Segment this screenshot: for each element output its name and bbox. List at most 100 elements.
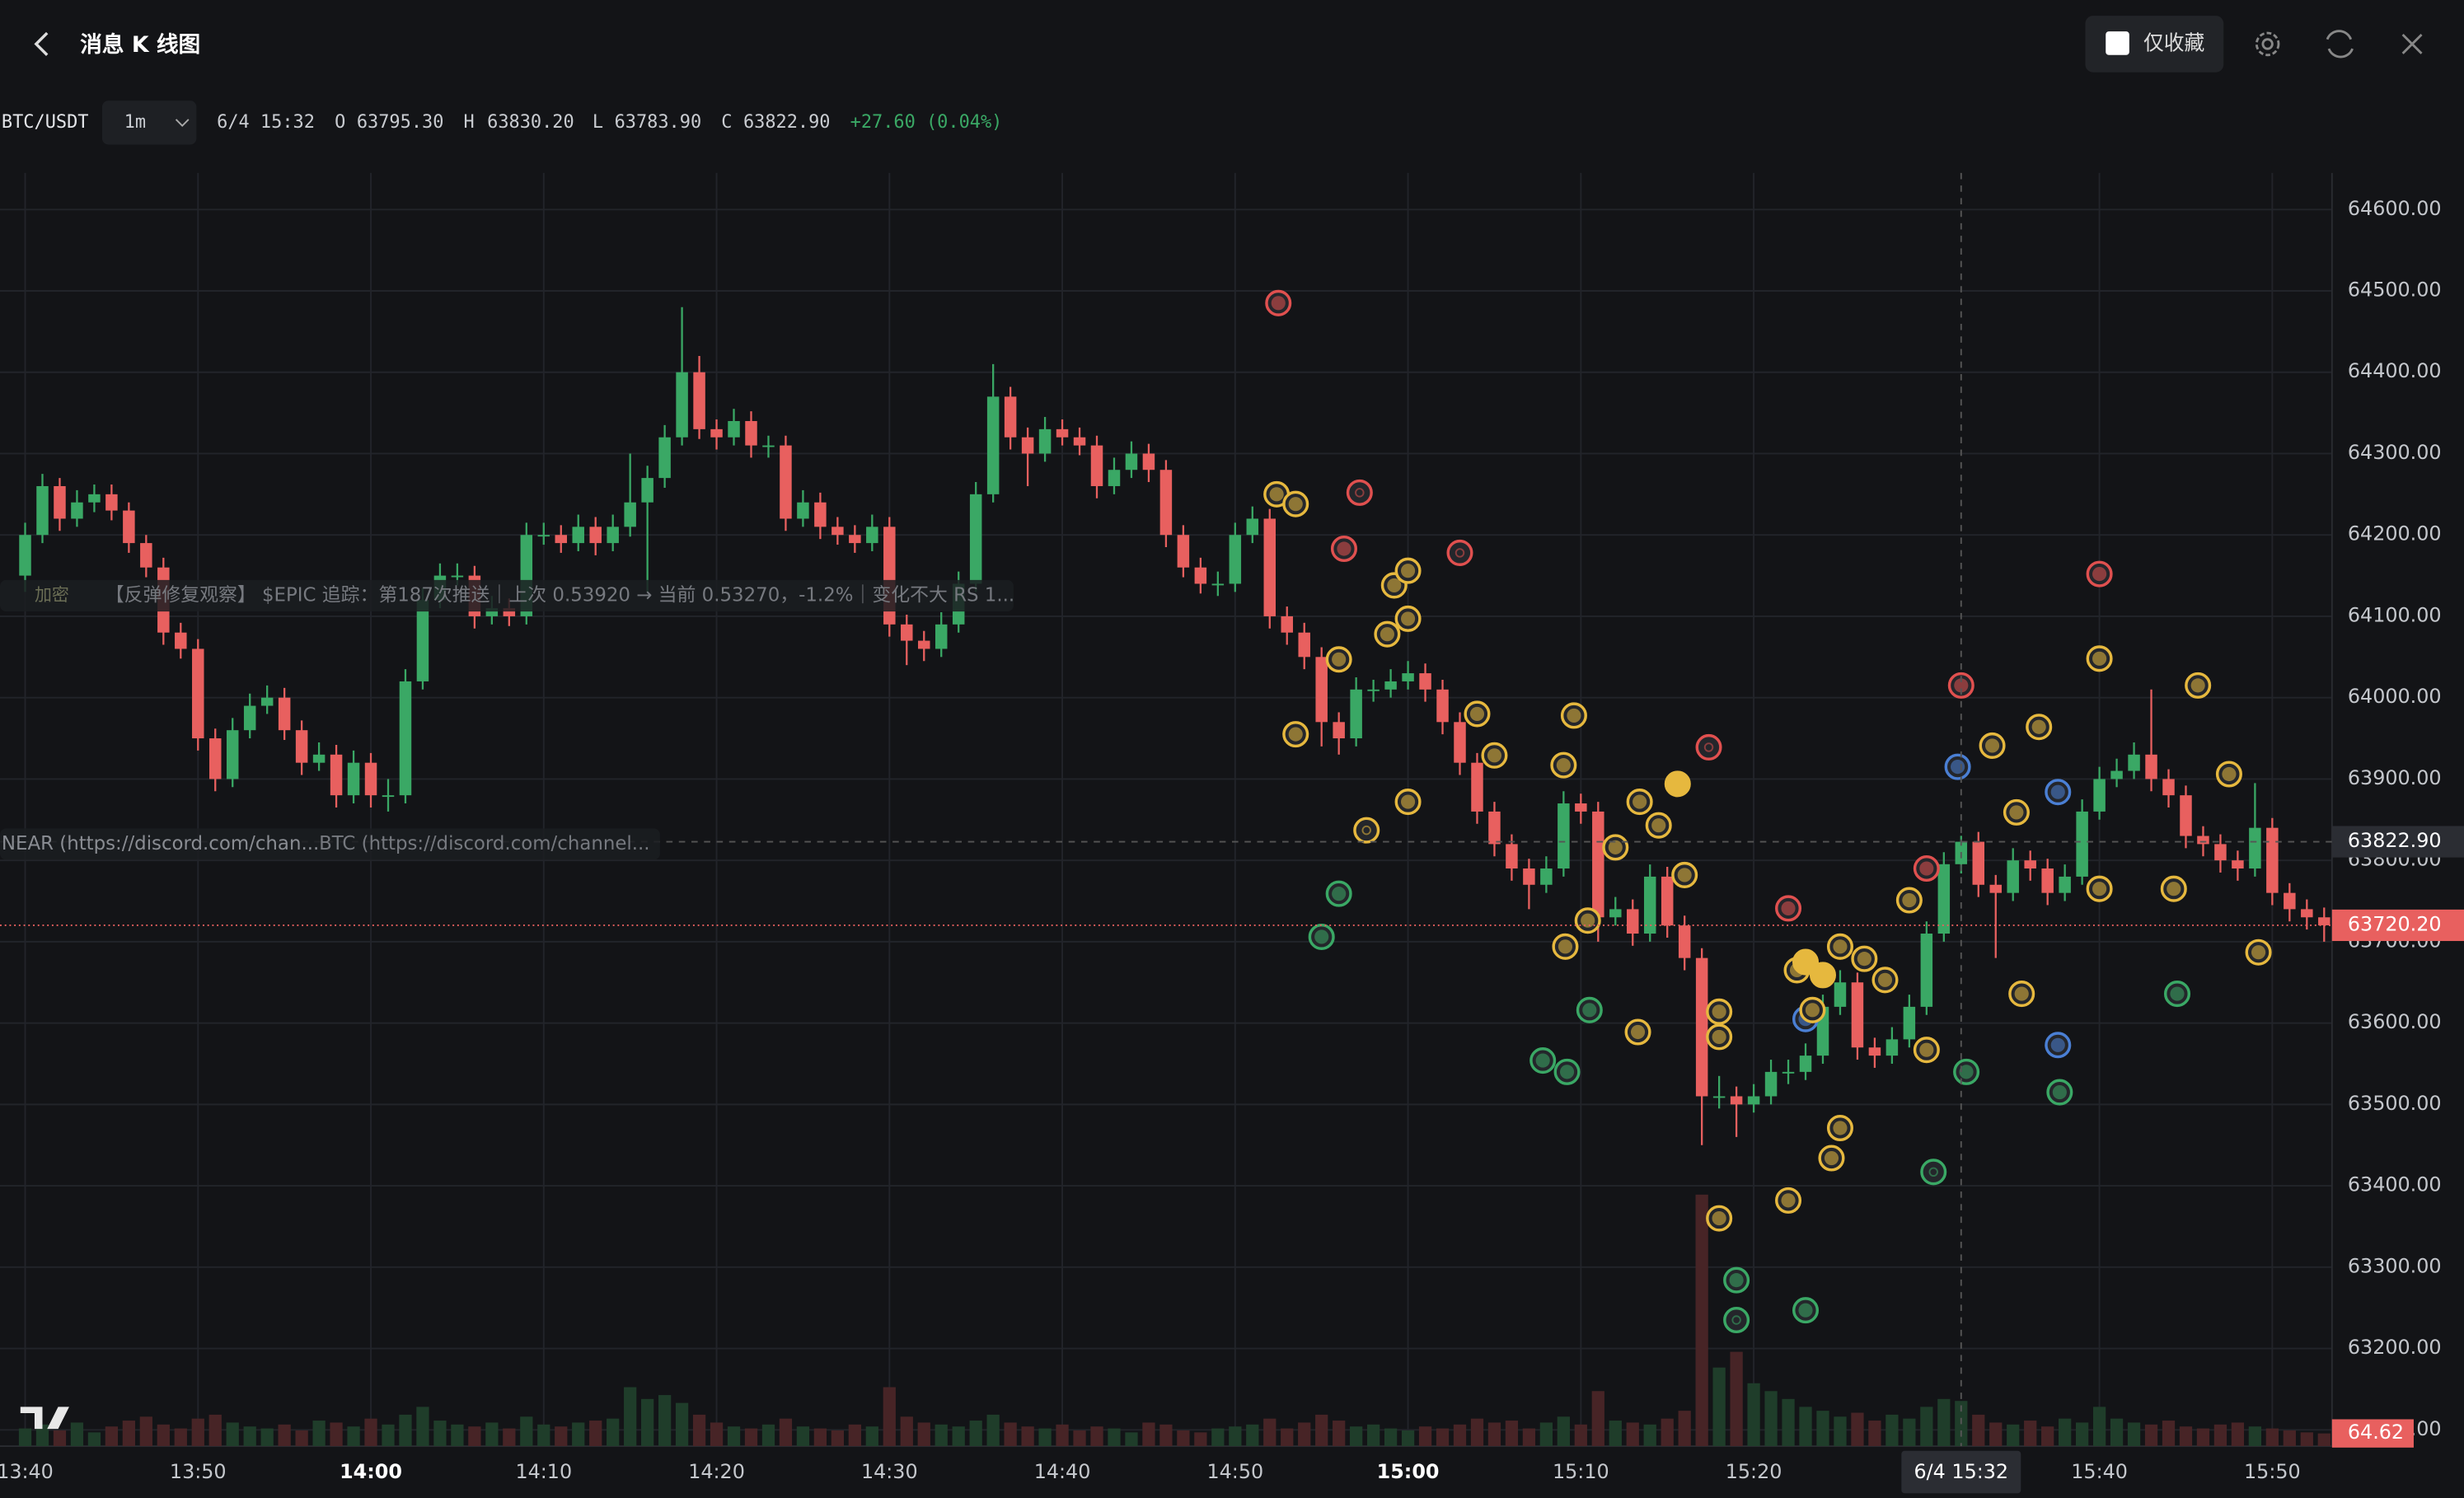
volume-bar <box>520 1416 533 1447</box>
candle-body <box>986 396 1000 494</box>
volume-bar <box>1211 1428 1225 1447</box>
volume-bar <box>433 1421 447 1447</box>
marker-avatar <box>1455 548 1465 558</box>
volume-bar <box>848 1424 861 1447</box>
marker-avatar <box>1712 1029 1726 1044</box>
candle-body <box>2041 868 2054 893</box>
candle-body <box>1643 876 1656 934</box>
news-marker[interactable] <box>1792 948 1820 976</box>
candle-body <box>1627 909 1639 934</box>
legend-low: 63783.90 <box>615 112 702 133</box>
candle-body <box>537 535 550 537</box>
marker-avatar <box>2009 805 2024 820</box>
volume-bar <box>935 1424 948 1447</box>
candle-body <box>1004 396 1017 438</box>
news-marker[interactable] <box>1723 1306 1750 1334</box>
volume-bar <box>1505 1421 1519 1447</box>
news-marker[interactable] <box>1664 770 1691 798</box>
candle-body <box>1661 876 1674 926</box>
interval-select[interactable] <box>101 101 197 145</box>
marker-avatar <box>1380 627 1394 642</box>
marker-avatar <box>1781 901 1796 915</box>
marker-avatar <box>1337 541 1351 556</box>
volume-bar <box>35 1424 49 1447</box>
crosshair-price-box <box>2331 826 2464 858</box>
favorites-toggle[interactable] <box>2085 16 2224 73</box>
candle-body <box>226 730 239 779</box>
marker-avatar <box>1857 952 1871 967</box>
candle-body <box>2007 860 2019 893</box>
volume-bar <box>1643 1424 1656 1447</box>
volume-bar <box>191 1418 204 1447</box>
marker-avatar <box>1558 939 1573 954</box>
candle-body <box>503 608 516 616</box>
marker-avatar <box>1712 1211 1726 1226</box>
volume-bar <box>2317 1433 2330 1447</box>
candle-body <box>140 543 152 568</box>
candle-body <box>278 697 291 731</box>
candle-body <box>1920 934 1933 1007</box>
x-tick-label: 15:50 <box>2244 1460 2301 1483</box>
checkbox[interactable] <box>2106 31 2129 55</box>
back-button[interactable] <box>34 31 49 56</box>
settings-icon[interactable] <box>2261 38 2274 50</box>
volume-bar <box>1246 1424 1259 1447</box>
marker-avatar <box>1633 794 1647 809</box>
refresh-icon[interactable] <box>2326 30 2354 59</box>
marker-avatar <box>1919 861 1934 876</box>
marker-avatar <box>1400 564 1416 578</box>
volume-bar <box>312 1421 326 1447</box>
candle-body <box>2093 779 2106 812</box>
volume-bar <box>1436 1428 1450 1447</box>
x-tick-label: 13:50 <box>170 1460 227 1483</box>
x-tick-label: 14:40 <box>1034 1460 1091 1483</box>
y-tick-label: 63600.00 <box>2348 1010 2442 1033</box>
candle-body <box>2197 836 2209 845</box>
volume-bar <box>2231 1422 2245 1447</box>
candle-body <box>1799 1056 1812 1072</box>
volume-bar <box>2110 1418 2124 1447</box>
marker-avatar <box>1288 727 1303 742</box>
legend-time: 6/4 15:32 <box>217 112 315 133</box>
news-marker[interactable] <box>1446 539 1473 566</box>
x-tick-label: 15:40 <box>2071 1460 2128 1483</box>
volume-bar <box>2162 1421 2176 1447</box>
candle-body <box>1989 884 2002 893</box>
volume-bar <box>139 1416 152 1447</box>
news-marker[interactable] <box>1809 962 1837 989</box>
candle-body <box>1575 803 1587 812</box>
legend-o: O <box>335 112 345 133</box>
volume-bar <box>1834 1416 1847 1447</box>
close-icon[interactable] <box>2401 33 2423 54</box>
marker-avatar <box>1951 760 1965 775</box>
marker-avatar <box>2052 1084 2067 1100</box>
dropdown-arrow <box>175 119 190 127</box>
volume-bar <box>1989 1422 2003 1447</box>
x-tick-label: 13:40 <box>0 1460 54 1483</box>
header-icons <box>2255 30 2423 59</box>
volume-bar <box>952 1426 965 1447</box>
volume-bar <box>1108 1428 1121 1447</box>
legend-close: 63822.90 <box>743 112 831 133</box>
marker-avatar <box>1314 929 1329 944</box>
marker-avatar <box>1332 887 1347 901</box>
candle-body <box>676 372 688 438</box>
news-marker[interactable] <box>1920 1159 1947 1186</box>
volume-bar <box>1626 1422 1639 1447</box>
y-tick-label: 63200.00 <box>2348 1336 2442 1359</box>
volume-label: 64.62 <box>2348 1421 2404 1444</box>
volume-bar <box>1021 1426 1034 1447</box>
candle-body <box>1281 616 1293 633</box>
marker-avatar <box>2031 719 2046 734</box>
candle-body <box>1747 1096 1760 1105</box>
news-marker[interactable] <box>1353 817 1380 844</box>
volume-bar <box>18 1428 32 1447</box>
news-marker[interactable] <box>1695 733 1722 761</box>
volume-bar <box>1453 1424 1467 1447</box>
volume-bar <box>260 1428 274 1447</box>
news-marker[interactable] <box>1346 479 1373 506</box>
marker-avatar <box>1781 1193 1796 1208</box>
legend-change: +27.60 (0.04%) <box>850 112 1003 133</box>
